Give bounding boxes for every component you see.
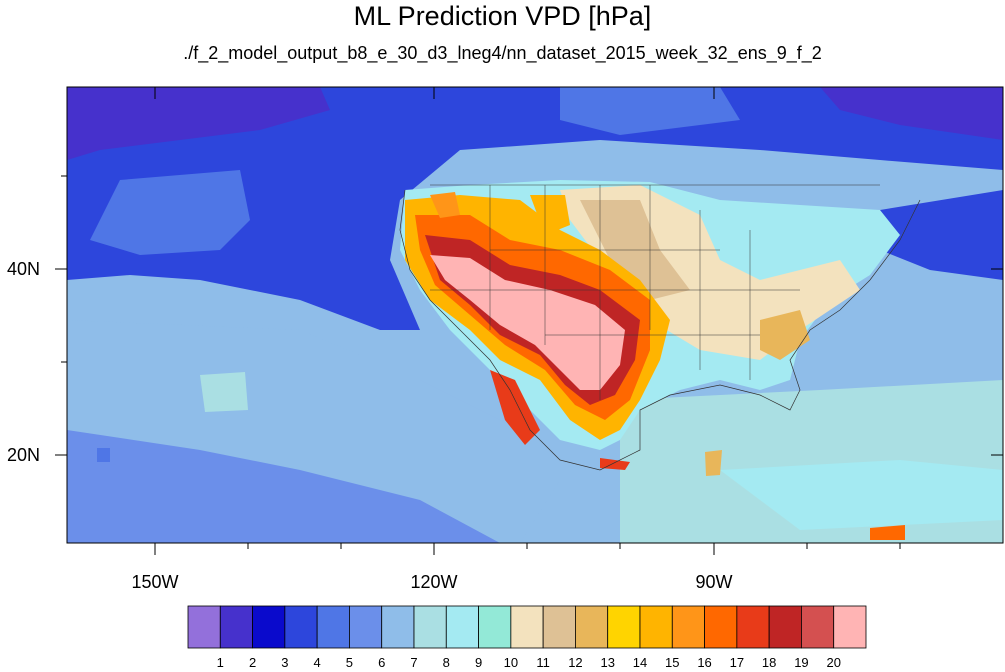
map-field [67,87,1003,543]
canada-north-region [560,87,740,135]
colorbar-swatch [316,605,350,649]
colorbar-tick-label: 10 [503,655,519,670]
colorbar-tick-label: 17 [729,655,745,670]
colorbar-tick-label: 18 [761,655,777,670]
colorbar-swatch [801,605,835,649]
colorbar-swatch [349,605,383,649]
pacific-light-patch [200,372,248,412]
colorbar-tick-label: 19 [794,655,809,670]
lon-tick-120w: 120W [410,572,458,592]
venezuela-patch [870,525,905,540]
colorbar-tick-label: 16 [697,655,712,670]
colorbar-tick-label: 7 [410,655,418,670]
pacific-mid-region [90,170,250,255]
colorbar-swatch [639,605,673,649]
colorbar-swatch [284,605,318,649]
oregon-warm-patch [430,192,460,218]
lon-tick-90w: 90W [695,572,733,592]
colorbar-swatch [575,605,609,649]
colorbar-swatch [478,605,512,649]
southeast-warm-patch [760,310,810,360]
colorbar-swatch [607,605,641,649]
lat-tick-40n: 40N [6,259,40,279]
colorbar-tick-label: 1 [216,655,224,670]
colorbar-tick-label: 12 [568,655,583,670]
colorbar-tick-label: 20 [826,655,841,670]
map-frame [66,86,1004,544]
colorbar-tick-label: 6 [378,655,386,670]
colorbar-tick-label: 4 [313,655,321,670]
colorbar-tick-label: 5 [345,655,354,670]
caribbean-region [720,460,1003,530]
colorbar-tick-label: 13 [600,655,615,670]
colorbar-tick-label: 3 [281,655,289,670]
colorbar-swatch [704,605,738,649]
colorbar-swatch [671,605,705,649]
colorbar-tick-label: 14 [632,655,648,670]
hudson-region [820,87,1003,140]
southwest-peak-region [430,255,625,390]
axis-ticks [55,87,1003,555]
mexico-south-patch [600,458,630,470]
north-cool-region [67,87,1003,330]
colorbar-swatch [381,605,415,649]
map-subtitle: ./f_2_model_output_b8_e_30_d3_lneg4/nn_d… [183,43,822,63]
colorbar-swatch [768,605,802,649]
colorbar-swatch [252,605,286,649]
cuba-warm-patch [705,450,722,476]
colorbar-swatch [833,605,867,649]
map-title: ML Prediction VPD [hPa] [353,1,652,31]
colorbar-tick-label: 9 [474,655,483,670]
colorbar-swatch [413,605,447,649]
colorbar-tick-label: 15 [665,655,680,670]
atlantic-north-region [880,190,1003,280]
lat-tick-20n: 20N [6,445,40,465]
colorbar-swatch [510,605,544,649]
colorbar-tick-label: 8 [442,655,450,670]
coastline [399,189,921,471]
colorbar-swatch [219,605,253,649]
tropical-pacific-region [67,430,500,543]
colorbar [187,605,867,649]
state-borders [430,184,880,400]
colorbar-swatch [187,605,221,649]
gulf-alaska-region [67,87,330,160]
colorbar-swatch [542,605,576,649]
colorbar-tick-label: 2 [248,655,257,670]
colorbar-tick-label: 11 [536,655,550,670]
baja-hot-strip [490,370,540,445]
montana-warm-patch [530,195,570,235]
colorbar-swatch [736,605,770,649]
hawaii-patch [97,448,110,462]
lon-tick-150w: 150W [131,572,179,592]
colorbar-swatch [445,605,479,649]
